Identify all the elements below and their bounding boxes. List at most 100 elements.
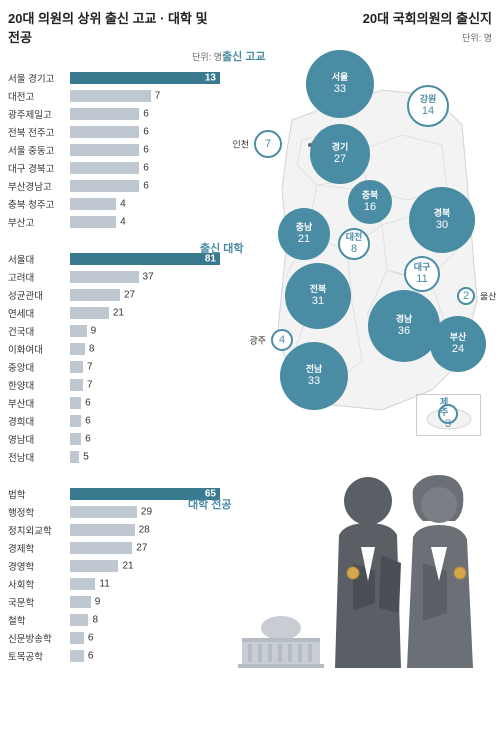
bar-track: 6: [70, 162, 222, 174]
map-bubble-부산: 부산24: [430, 316, 486, 372]
bar-fill: [70, 451, 79, 463]
bar-row: 서울 경기고13: [8, 69, 222, 86]
bar-fill: [70, 379, 83, 391]
bar-label: 충북 청주고: [8, 197, 70, 211]
bar-label: 사회학: [8, 577, 70, 591]
bar-track: 6: [70, 108, 222, 120]
bubble-region: 충북: [362, 191, 379, 201]
bar-label: 서울대: [8, 252, 70, 266]
map-bubble-광주: 광주4: [271, 329, 293, 351]
bar-row: 정치외교학28: [8, 521, 222, 538]
bar-row: 전북 전주고6: [8, 123, 222, 140]
bubble-region: 대전: [346, 233, 363, 243]
bar-label: 대구 경북고: [8, 161, 70, 175]
map-bubble-충남: 충남21: [278, 208, 330, 260]
bar-value: 8: [92, 614, 98, 625]
bar-label: 부산고: [8, 215, 70, 229]
bar-row: 철학8: [8, 611, 222, 628]
bar-value: 5: [83, 451, 89, 462]
bar-row: 영남대6: [8, 430, 222, 447]
bar-row: 건국대9: [8, 322, 222, 339]
bar-value: 6: [88, 650, 94, 661]
bubble-region: 전남: [306, 365, 323, 375]
bar-label: 신문방송학: [8, 631, 70, 645]
bar-fill: [70, 343, 85, 355]
bar-value: 37: [143, 271, 154, 282]
bar-label: 연세대: [8, 306, 70, 320]
map-bubble-충북: 충북16: [348, 180, 392, 224]
bar-row: 충북 청주고4: [8, 195, 222, 212]
bar-row: 대전고7: [8, 87, 222, 104]
bubble-count: 31: [312, 295, 324, 307]
bar-fill: [70, 144, 139, 156]
bar-label: 경영학: [8, 559, 70, 573]
bar-label: 중앙대: [8, 360, 70, 374]
bar-label: 성균관대: [8, 288, 70, 302]
map-bubble-경남: 경남36: [368, 290, 440, 362]
bar-track: 6: [70, 632, 222, 644]
bubble-count: 33: [334, 83, 346, 95]
map-bubble-전북: 전북31: [285, 263, 351, 329]
bar-fill: [70, 180, 139, 192]
map-bubble-전남: 전남33: [280, 342, 348, 410]
bubble-count: 4: [279, 334, 285, 346]
bubble-count: 16: [364, 201, 376, 213]
bar-fill: [70, 361, 83, 373]
bar-track: 13: [70, 72, 222, 84]
infographic-root: 20대 의원의 상위 출신 고교 · 대학 및 전공 단위: 명 서울 경기고1…: [0, 0, 500, 676]
map-bubble-인천: 인천7: [254, 130, 282, 158]
bubble-ext-label: 울산: [480, 290, 497, 303]
bar-value: 6: [88, 632, 94, 643]
bar-row: 광주제일고6: [8, 105, 222, 122]
bar-value: 6: [143, 126, 149, 137]
bar-row: 고려대37: [8, 268, 222, 285]
bar-value: 6: [143, 108, 149, 119]
bubble-region: 대구: [414, 263, 431, 273]
bar-row: 경희대6: [8, 412, 222, 429]
left-title: 20대 의원의 상위 출신 고교 · 대학 및 전공: [8, 8, 222, 46]
map-bubble-대구: 대구11: [404, 256, 440, 292]
bar-track: 21: [70, 307, 222, 319]
university-chart: 서울대81고려대37성균관대27연세대21건국대9이화여대8중앙대7한양대7부산…: [8, 250, 222, 465]
bubble-region: 부산: [450, 333, 467, 343]
bar-value: 27: [124, 289, 135, 300]
bar-track: 6: [70, 144, 222, 156]
bar-row: 경제학27: [8, 539, 222, 556]
bar-fill: [70, 90, 151, 102]
bar-value: 9: [91, 325, 97, 336]
bubble-region: 제주: [440, 398, 456, 418]
bar-value: 7: [155, 90, 161, 101]
bubble-count: 33: [308, 375, 320, 387]
bar-track: 37: [70, 271, 222, 283]
bar-fill: [70, 198, 116, 210]
bar-track: 6: [70, 433, 222, 445]
bar-fill: [70, 614, 88, 626]
bubble-count: 24: [452, 343, 464, 355]
bar-track: 7: [70, 361, 222, 373]
bar-track: 11: [70, 578, 222, 590]
bar-track: 4: [70, 198, 222, 210]
bar-track: 8: [70, 343, 222, 355]
bar-label: 부산대: [8, 396, 70, 410]
bar-fill: [70, 578, 95, 590]
bar-fill: [70, 524, 135, 536]
map-bubble-경기: 경기27: [310, 124, 370, 184]
bar-label: 행정학: [8, 505, 70, 519]
bar-track: 6: [70, 126, 222, 138]
bar-row: 전남대 5: [8, 448, 222, 465]
map-bubble-대전: 대전8: [338, 228, 370, 260]
right-title: 20대 국회의원의 출신지: [232, 8, 492, 27]
bar-fill: [70, 415, 81, 427]
bubble-ext-label: 광주: [249, 334, 266, 347]
bar-value: 21: [113, 307, 124, 318]
map-bubble-강원: 강원14: [407, 85, 449, 127]
bar-fill: [70, 126, 139, 138]
bar-fill: [70, 560, 118, 572]
map-bubble-서울: 서울33: [306, 50, 374, 118]
bar-fill: [70, 542, 132, 554]
bar-label: 전남대: [8, 450, 70, 464]
bar-track: 6: [70, 415, 222, 427]
bar-track: 21: [70, 560, 222, 572]
bar-track: 9: [70, 596, 222, 608]
bar-track: 7: [70, 90, 222, 102]
